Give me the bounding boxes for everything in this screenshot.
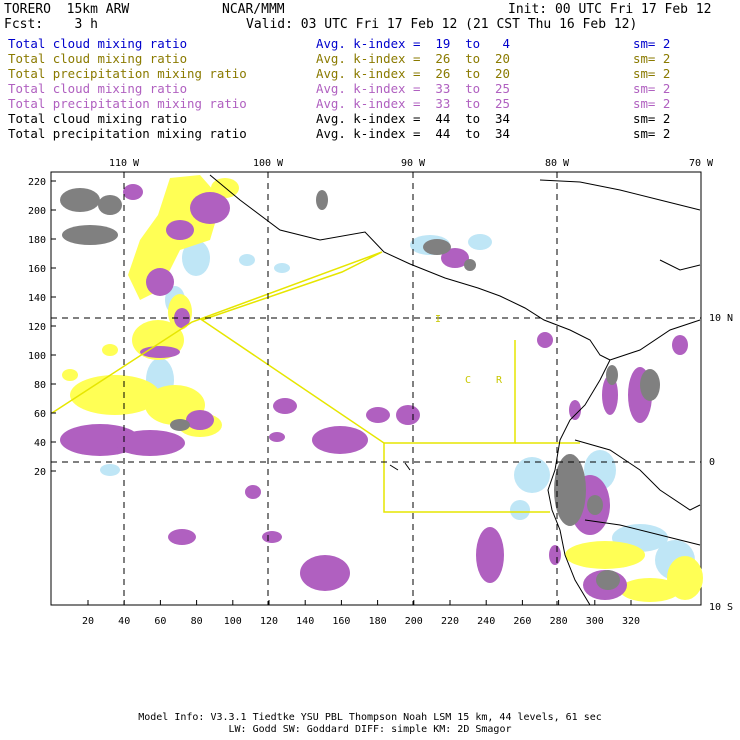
legend-field: Total cloud mixing ratio [8,51,188,66]
y-tick-label: 220 [28,177,46,188]
y-tick-label: 200 [28,206,46,217]
legend-field: Total precipitation mixing ratio [8,96,247,111]
y-tick-label: 180 [28,235,46,246]
x-tick-label: 20 [82,616,94,627]
x-tick-label: 200 [405,616,423,627]
legend-kindex: Avg. k-index = 26 to 20 [316,66,510,81]
longitude-label: 70 W [689,158,714,169]
region-letter: R [496,375,503,386]
legend-sm: sm= 2 [633,126,671,141]
x-tick-label: 160 [332,616,350,627]
region-letter: I [435,314,441,325]
latitude-label: 10 S [709,602,733,613]
x-tick-label: 240 [477,616,495,627]
heavy-areas [60,188,660,590]
axis-ticks [51,180,632,605]
legend-field: Total cloud mixing ratio [8,111,188,126]
longitude-label: 100 W [253,158,284,169]
valid-time: Valid: 03 UTC Fri 17 Feb 12 (21 CST Thu … [246,17,638,32]
legend-field: Total cloud mixing ratio [8,36,188,51]
latitude-label: 10 N [709,313,733,324]
legend-sm: sm= 2 [633,96,671,111]
legend-kindex: Avg. k-index = 33 to 25 [316,81,510,96]
coastline [209,174,701,606]
x-tick-label: 100 [224,616,242,627]
x-tick-label: 140 [296,616,314,627]
x-tick-label: 300 [586,616,604,627]
y-tick-label: 60 [34,409,46,420]
model-name: TORERO 15km ARW [4,2,130,17]
legend-field: Total precipitation mixing ratio [8,126,247,141]
latlon-grid [51,172,701,605]
legend-sm: sm= 2 [633,81,671,96]
y-tick-label: 140 [28,293,46,304]
legend-field: Total cloud mixing ratio [8,81,188,96]
legend-sm: sm= 2 [633,51,671,66]
region-letters: I C R [435,314,503,386]
y-tick-label: 100 [28,351,46,362]
x-tick-label: 180 [369,616,387,627]
legend-kindex: Avg. k-index = 26 to 20 [316,51,510,66]
forecast-hour: Fcst: 3 h [4,17,98,32]
y-tick-label: 160 [28,264,46,275]
legend-sm: sm= 2 [633,66,671,81]
region-boxes [51,251,580,513]
x-tick-label: 120 [260,616,278,627]
y-tick-label: 40 [34,438,46,449]
axis-tick-labels: 220 200 180 160 140 120 100 80 60 40 20 20 40 60 80 100… [28,158,733,627]
init-time: Init: 00 UTC Fri 17 Feb 12 [508,2,712,17]
physics-info: LW: Godd SW: Goddard DIFF: simple KM: 2D… [228,724,512,735]
legend-sm: sm= 2 [633,36,671,51]
x-tick-label: 260 [513,616,531,627]
region-letter: C [465,375,471,386]
legend-field: Total precipitation mixing ratio [8,66,247,81]
x-tick-label: 320 [622,616,640,627]
x-tick-label: 80 [191,616,203,627]
y-tick-label: 80 [34,380,46,391]
x-tick-label: 220 [441,616,459,627]
legend-sm: sm= 2 [633,111,671,126]
y-tick-label: 120 [28,322,46,333]
legend-kindex: Avg. k-index = 33 to 25 [316,96,510,111]
x-tick-label: 280 [550,616,568,627]
organization: NCAR/MMM [222,2,285,17]
model-info: Model Info: V3.3.1 Tiedtke YSU PBL Thomp… [138,712,602,723]
y-tick-label: 20 [34,467,46,478]
longitude-label: 90 W [401,158,426,169]
longitude-label: 110 W [109,158,140,169]
x-tick-label: 60 [154,616,166,627]
legend-kindex: Avg. k-index = 44 to 34 [316,126,510,141]
legend-kindex: Avg. k-index = 44 to 34 [316,111,510,126]
longitude-label: 80 W [545,158,570,169]
x-tick-label: 40 [118,616,130,627]
latitude-label: 0 [709,457,715,468]
legend-kindex: Avg. k-index = 19 to 4 [316,36,510,51]
